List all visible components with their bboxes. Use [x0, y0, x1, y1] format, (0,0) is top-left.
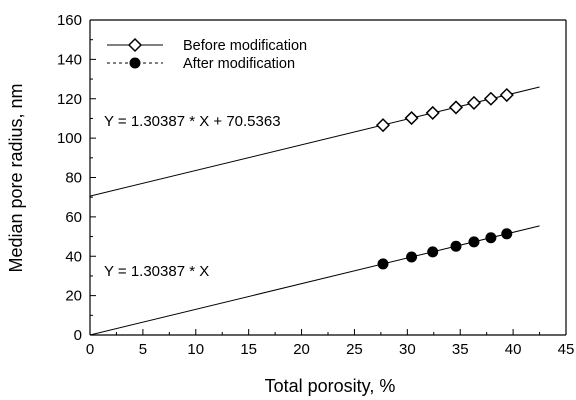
- y-axis-title: Median pore radius, nm: [6, 83, 26, 272]
- before-modification-point: [499, 87, 514, 103]
- after-modification-point: [406, 251, 418, 263]
- x-tick-label: 20: [293, 341, 310, 358]
- y-tick-label: 0: [74, 327, 82, 344]
- fit-line-after: [89, 225, 540, 336]
- x-tick-label: 25: [346, 341, 363, 358]
- annotation-fit-before: Y = 1.30387 * X + 70.5363: [104, 113, 281, 130]
- x-tick-label: 45: [558, 341, 575, 358]
- x-tick-label: 10: [187, 341, 204, 358]
- x-axis-title: Total porosity, %: [265, 376, 396, 396]
- x-tick-label: 15: [240, 341, 257, 358]
- y-tick-label: 100: [57, 130, 82, 147]
- x-ticks: 0 5 10 15 20 25 30 35 40 45: [86, 329, 575, 358]
- y-tick-label: 80: [65, 170, 82, 187]
- after-modification-point: [450, 240, 462, 252]
- legend-label-before: Before modification: [183, 38, 307, 54]
- after-modification-point: [468, 236, 480, 248]
- y-tick-label: 20: [65, 288, 82, 305]
- x-tick-label: 5: [139, 341, 147, 358]
- before-modification-point: [404, 110, 419, 126]
- y-tick-label: 120: [57, 91, 82, 108]
- plot-area: 0 5 10 15 20 25 30 35 40 45 0 20 40 60 80 100 120 140 160: [57, 12, 574, 358]
- after-modification-point: [501, 228, 513, 240]
- after-modification-point: [427, 246, 439, 258]
- legend-marker-before: [127, 37, 143, 53]
- x-tick-label: 35: [452, 341, 469, 358]
- before-modification-point: [375, 118, 391, 133]
- before-modification-point: [483, 91, 498, 106]
- legend-marker-after: [129, 57, 141, 69]
- y-tick-label: 60: [65, 209, 82, 226]
- before-modification-point: [448, 100, 464, 115]
- annotation-fit-after: Y = 1.30387 * X: [104, 263, 209, 280]
- y-tick-label: 160: [57, 12, 82, 29]
- y-ticks: 0 20 40 60 80 100 120 140 160: [57, 12, 96, 344]
- fit-lines: [89, 86, 540, 336]
- data-markers: [375, 87, 514, 270]
- legend: Before modification After modification: [107, 37, 307, 72]
- before-modification-point: [466, 95, 482, 110]
- after-modification-point: [377, 258, 389, 270]
- y-tick-label: 140: [57, 51, 82, 68]
- legend-label-after: After modification: [183, 56, 295, 72]
- x-tick-label: 0: [86, 341, 94, 358]
- y-tick-label: 40: [65, 248, 82, 265]
- before-modification-point: [425, 105, 440, 120]
- x-tick-label: 40: [505, 341, 522, 358]
- x-tick-label: 30: [399, 341, 416, 358]
- after-modification-point: [485, 232, 497, 244]
- fit-line-before: [89, 86, 540, 197]
